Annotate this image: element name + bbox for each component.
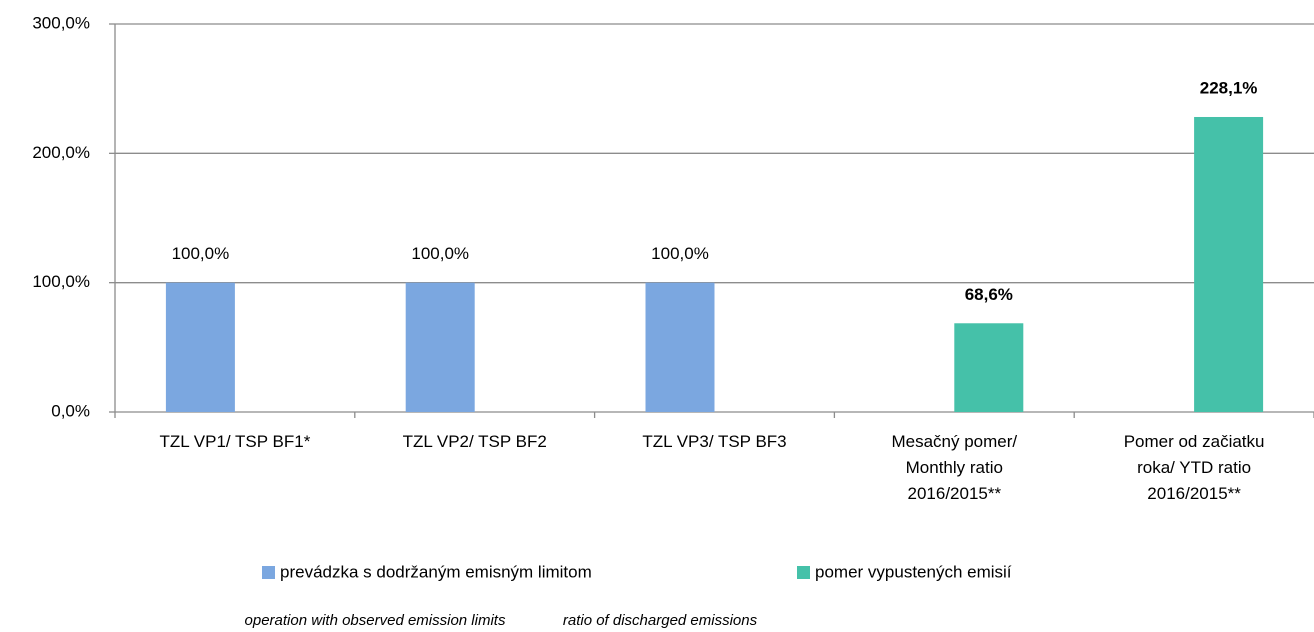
x-tick-label: TZL VP1/ TSP BF1* bbox=[159, 432, 311, 451]
y-tick-label: 200,0% bbox=[32, 143, 90, 162]
x-tick-label: Mesačný pomer/ Monthly ratio 2016/2015** bbox=[891, 432, 1018, 503]
x-tick-label: Pomer od začiatku roka/ YTD ratio 2016/2… bbox=[1123, 432, 1265, 503]
bar bbox=[1194, 116, 1264, 413]
legend-swatch bbox=[797, 566, 810, 579]
legend-caption: ratio of discharged emissions bbox=[563, 612, 758, 629]
bar bbox=[165, 282, 235, 412]
legend-swatch bbox=[262, 566, 275, 579]
legend-caption: operation with observed emission limits bbox=[245, 612, 506, 629]
data-label: 100,0% bbox=[172, 244, 230, 263]
data-label: 100,0% bbox=[411, 244, 469, 263]
data-label: 100,0% bbox=[651, 244, 709, 263]
x-tick-label: TZL VP3/ TSP BF3 bbox=[642, 432, 787, 451]
data-label: 68,6% bbox=[965, 285, 1013, 304]
y-tick-label: 0,0% bbox=[51, 401, 90, 420]
bar bbox=[645, 282, 715, 412]
x-tick-label: TZL VP2/ TSP BF2 bbox=[402, 432, 547, 451]
legend-label: pomer vypustených emisií bbox=[815, 562, 1012, 581]
y-tick-label: 100,0% bbox=[32, 272, 90, 291]
bar bbox=[405, 282, 475, 412]
bar bbox=[954, 323, 1024, 412]
legend-label: prevádzka s dodržaným emisným limitom bbox=[280, 562, 592, 581]
y-tick-label: 300,0% bbox=[32, 13, 90, 32]
data-label: 228,1% bbox=[1200, 78, 1258, 97]
